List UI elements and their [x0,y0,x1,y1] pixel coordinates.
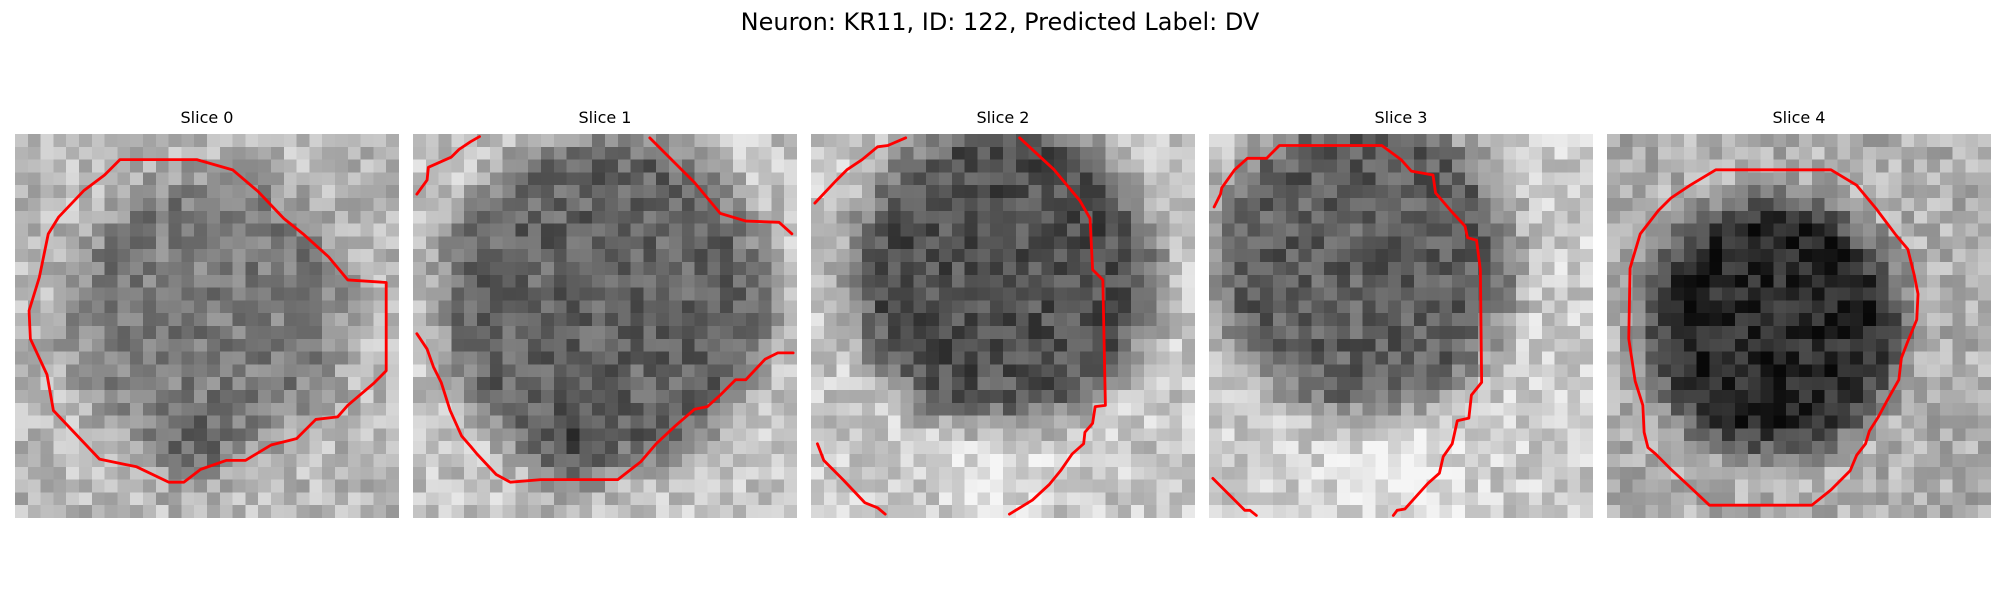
pixel-grid [811,134,1195,518]
pixel-grid [1607,134,1991,518]
slice-panel-2: Slice 2 [811,108,1195,518]
roi-contour [1627,168,1920,507]
slice-image [1607,134,1991,518]
figure-title: Neuron: KR11, ID: 122, Predicted Label: … [740,8,1260,36]
pixel-grid [1209,134,1593,518]
slice-panel-3: Slice 3 [1209,108,1593,518]
pixel-grid [413,134,797,518]
slice-title: Slice 0 [180,108,234,127]
slice-image [15,134,399,518]
slice-image [811,134,1195,518]
roi-contour [1211,144,1484,517]
slice-panel-1: Slice 1 [413,108,797,518]
roi-contour [813,136,1107,516]
pixel-grid [15,134,399,518]
roi-contour [27,158,388,484]
slice-title: Slice 3 [1374,108,1428,127]
slice-image [413,134,797,518]
slice-panel-0: Slice 0 [15,108,399,518]
roi-contour [415,135,795,484]
slice-title: Slice 1 [578,108,632,127]
slice-title: Slice 4 [1772,108,1826,127]
slice-title: Slice 2 [976,108,1030,127]
slice-image [1209,134,1593,518]
slice-panel-4: Slice 4 [1607,108,1991,518]
